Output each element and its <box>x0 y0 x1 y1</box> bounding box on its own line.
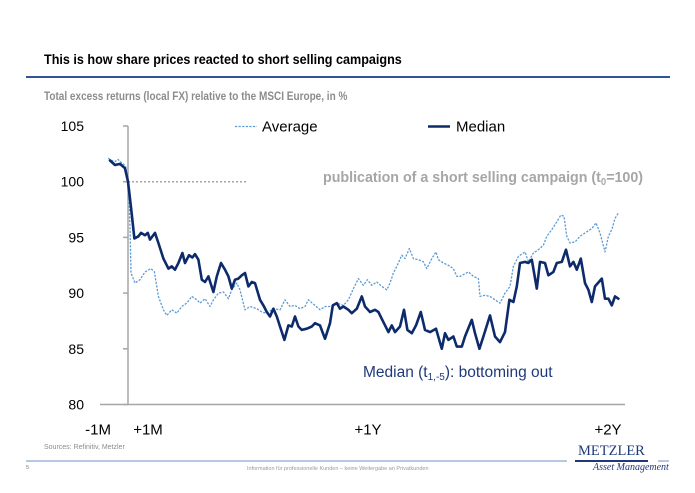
y-tick-label: 100 <box>61 174 85 190</box>
annotation-publication-suffix: =100) <box>606 169 644 186</box>
logo-underline <box>575 460 648 462</box>
footer-rule <box>26 460 567 462</box>
metzler-logo-tagline: Asset Management <box>593 462 669 473</box>
series-line-median <box>108 159 620 351</box>
x-tick-label: -1M <box>85 422 111 439</box>
y-tick-label: 90 <box>68 285 84 301</box>
chart-axes: 80 85 90 95 100 105 -1M +1M +1Y +2Y <box>61 118 625 439</box>
footer-disclaimer: Information für professionelle Kunden – … <box>247 466 429 472</box>
annotation-median-suffix: ): bottoming out <box>444 364 553 381</box>
annotation-median-bottoming: Median (t1,-5): bottoming out <box>363 364 553 383</box>
legend-label-median: Median <box>456 119 505 136</box>
x-tick-label: +1Y <box>354 422 381 439</box>
annotation-median-subscript: 1,-5 <box>427 372 445 383</box>
footer-rule-end <box>658 460 669 462</box>
title-rule <box>26 76 670 78</box>
series-group <box>107 157 620 351</box>
metzler-logo-wordmark: METZLER <box>578 443 645 459</box>
x-tick-label: +1M <box>133 422 163 439</box>
annotation-publication: publication of a short selling campaign … <box>323 169 644 188</box>
page-number: 5 <box>26 465 30 471</box>
series-line-average <box>107 157 619 317</box>
sources-note: Sources: Refinitiv, Metzler <box>44 444 125 451</box>
chart-legend: Average Median <box>235 119 505 136</box>
y-tick-label: 95 <box>68 229 84 245</box>
y-tick-label: 105 <box>61 118 85 134</box>
annotation-publication-text: publication of a short selling campaign … <box>323 169 601 186</box>
legend-label-average: Average <box>262 119 318 136</box>
x-tick-label: +2Y <box>594 422 621 439</box>
slide-title: This is how share prices reacted to shor… <box>44 51 402 67</box>
y-tick-label: 85 <box>68 341 84 357</box>
y-tick-label: 80 <box>68 397 84 413</box>
annotation-median-text: Median (t <box>363 364 428 381</box>
chart-subtitle: Total excess returns (local FX) relative… <box>44 91 348 103</box>
annotation-publication-subscript: 0 <box>600 177 607 188</box>
